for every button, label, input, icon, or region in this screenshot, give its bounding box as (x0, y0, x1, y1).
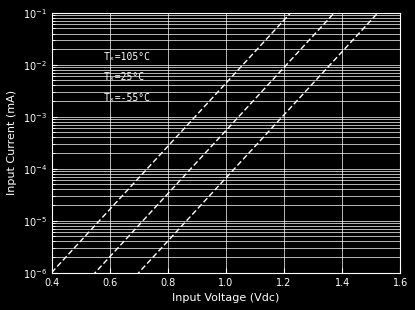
X-axis label: Input Voltage (Vdc): Input Voltage (Vdc) (172, 293, 280, 303)
Text: Tₓ=-55°C: Tₓ=-55°C (104, 93, 151, 103)
Y-axis label: Input Current (mA): Input Current (mA) (7, 90, 17, 195)
Text: Tₓ=105°C: Tₓ=105°C (104, 51, 151, 62)
Text: Tₓ=25°C: Tₓ=25°C (104, 73, 145, 82)
